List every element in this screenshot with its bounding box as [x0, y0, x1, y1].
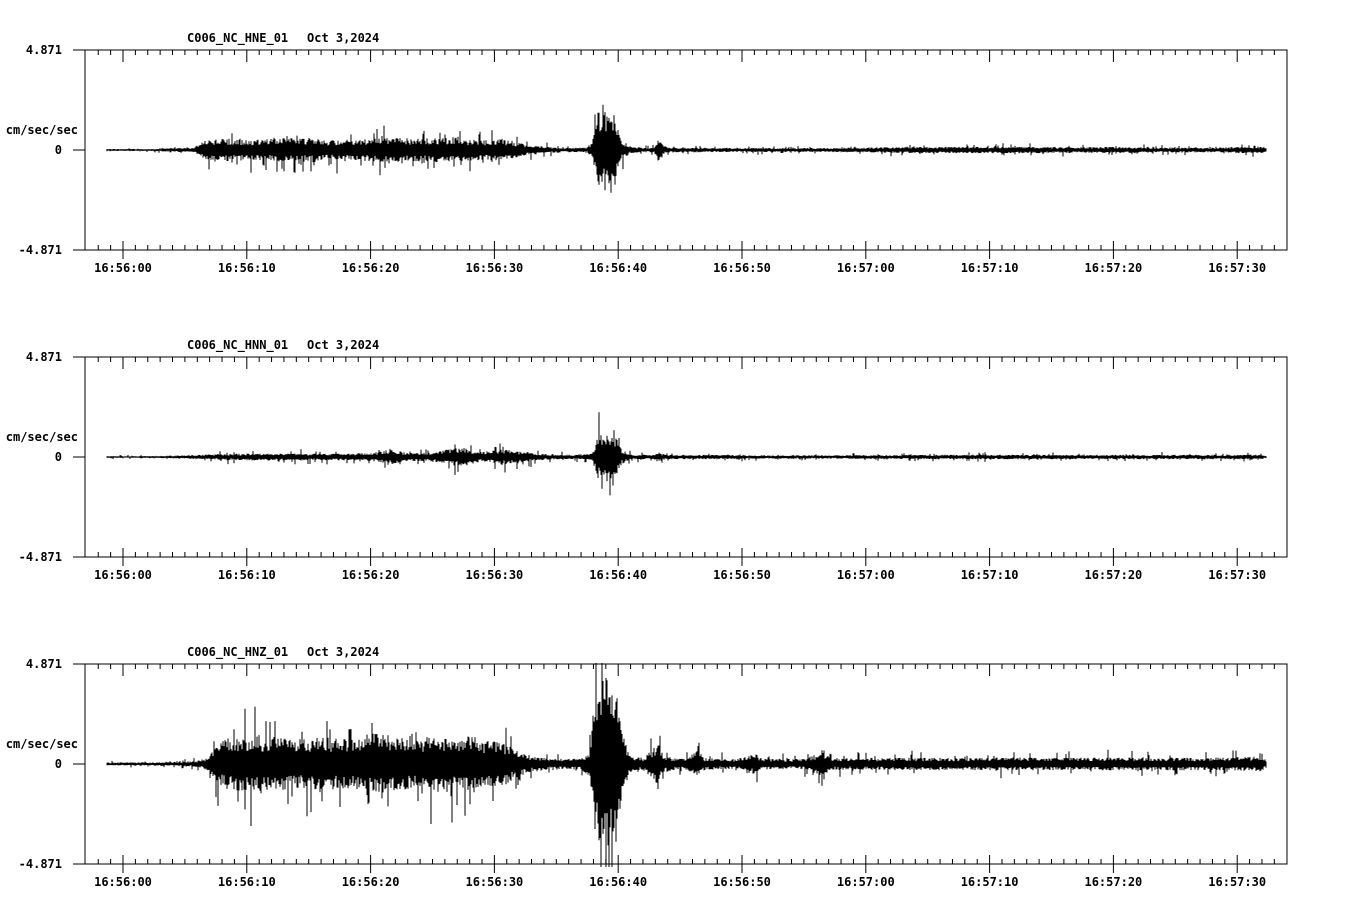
- axis-ticks: [73, 663, 1275, 873]
- waveform-trace-hnn: [106, 412, 1267, 496]
- waveform-trace-hnz: [106, 663, 1267, 867]
- waveform-trace-hne: [106, 104, 1267, 193]
- axis-ticks: [73, 49, 1275, 259]
- axis-ticks: [73, 356, 1275, 566]
